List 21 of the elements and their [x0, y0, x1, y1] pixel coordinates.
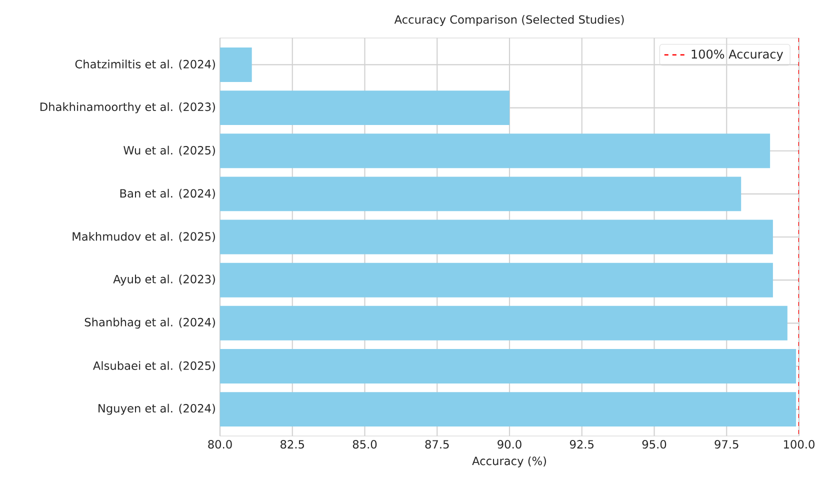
x-tick-label: 85.0: [352, 440, 377, 449]
x-tick-label: 92.5: [570, 440, 594, 449]
y-tick-label: Ban et al. (2024): [120, 188, 215, 199]
y-tick-label: Dhakhinamoorthy et al. (2023): [40, 102, 215, 114]
y-tick-label: Alsubaei et al. (2025): [92, 361, 215, 372]
x-tick-label: 90.0: [498, 440, 522, 449]
y-tick-label: Nguyen et al. (2024): [98, 404, 215, 415]
y-tick-label: Ayub et al. (2023): [113, 274, 215, 286]
y-tick-label: Shanbhag et al. (2024): [84, 318, 215, 329]
x-tick-label: 82.5: [280, 440, 304, 449]
y-tick-label: Wu et al. (2025): [124, 146, 215, 156]
x-tick-label: 95.0: [642, 440, 666, 449]
x-tick-label: 100.0: [784, 440, 814, 449]
x-tick-label: 80.0: [208, 440, 232, 449]
x-tick-label: 87.5: [425, 440, 449, 449]
x-axis-title: Accuracy (%): [472, 456, 546, 468]
y-tick-label: Chatzimiltis et al. (2024): [75, 60, 215, 70]
x-tick-label: 97.5: [714, 440, 738, 449]
chart-title: Accuracy Comparison (Selected Studies): [394, 15, 624, 26]
y-tick-label: Makhmudov et al. (2025): [72, 232, 215, 242]
ref-line-label: 100% Accuracy: [692, 50, 784, 61]
